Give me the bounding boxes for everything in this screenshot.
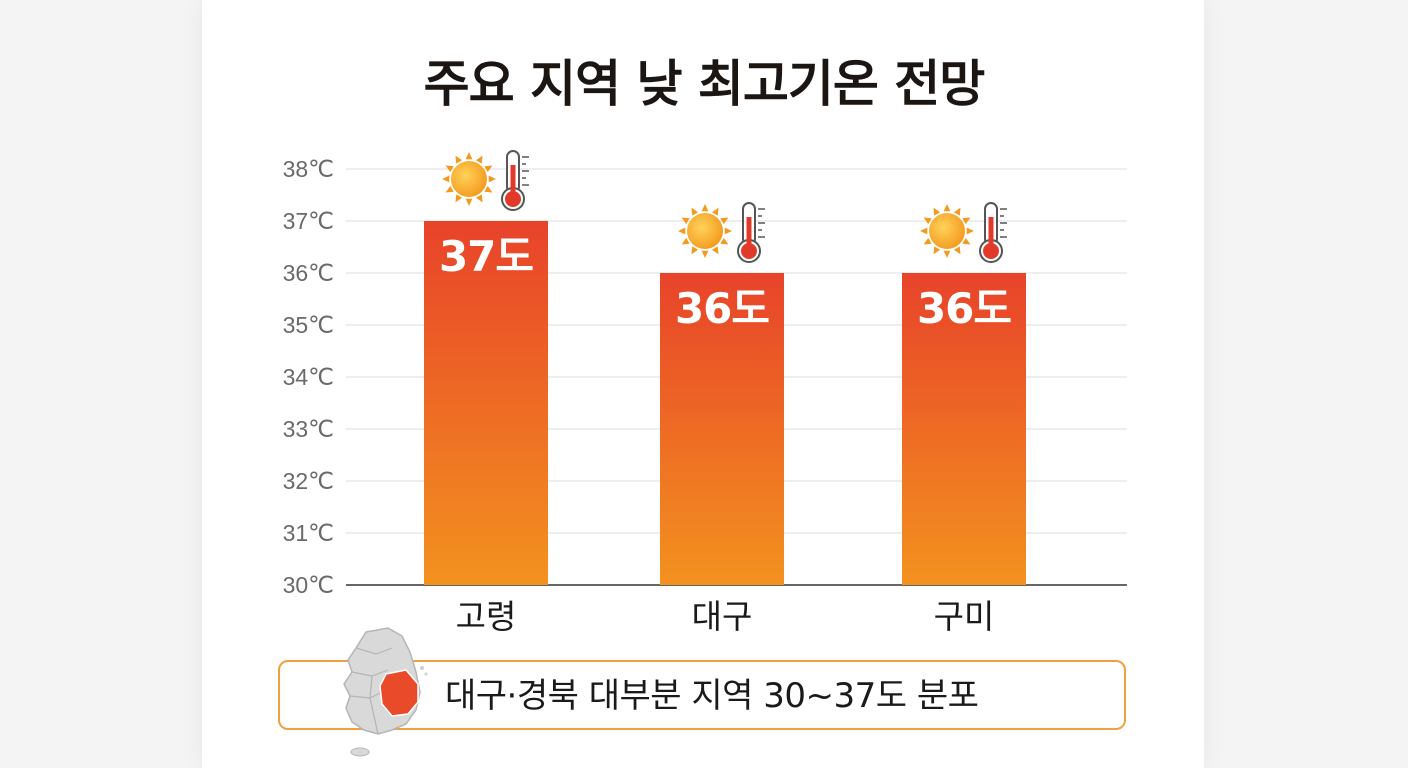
- x-tick-label: 구미: [934, 597, 995, 636]
- data-label: 36도: [917, 284, 1011, 333]
- x-tick-label: 고령: [456, 597, 517, 636]
- y-tick-label: 38℃: [283, 156, 334, 182]
- y-tick-label: 35℃: [283, 312, 334, 338]
- data-label: 37도: [439, 232, 533, 281]
- y-tick-label: 36℃: [283, 260, 334, 286]
- y-tick-label: 30℃: [283, 572, 334, 598]
- y-tick-label: 33℃: [283, 416, 334, 442]
- korea-map-icon: [343, 627, 428, 757]
- thermometer-icon: [501, 150, 529, 211]
- thermometer-icon: [979, 202, 1007, 263]
- sun-icon: [920, 204, 974, 258]
- thermometer-icon: [737, 202, 765, 263]
- bar: [424, 221, 548, 585]
- chart-title: 주요 지역 낮 최고기온 전망: [423, 55, 986, 113]
- sun-icon: [678, 204, 732, 258]
- bar: [660, 273, 784, 585]
- sun-icon: [442, 152, 496, 206]
- data-label: 36도: [675, 284, 769, 333]
- bar: [902, 273, 1026, 585]
- y-tick-label: 31℃: [283, 520, 334, 546]
- y-tick-label: 34℃: [283, 364, 334, 390]
- summary-text: 대구·경북 대부분 지역 30~37도 분포: [445, 676, 979, 716]
- x-tick-label: 대구: [692, 597, 753, 636]
- y-tick-label: 37℃: [283, 208, 334, 234]
- y-tick-label: 32℃: [283, 468, 334, 494]
